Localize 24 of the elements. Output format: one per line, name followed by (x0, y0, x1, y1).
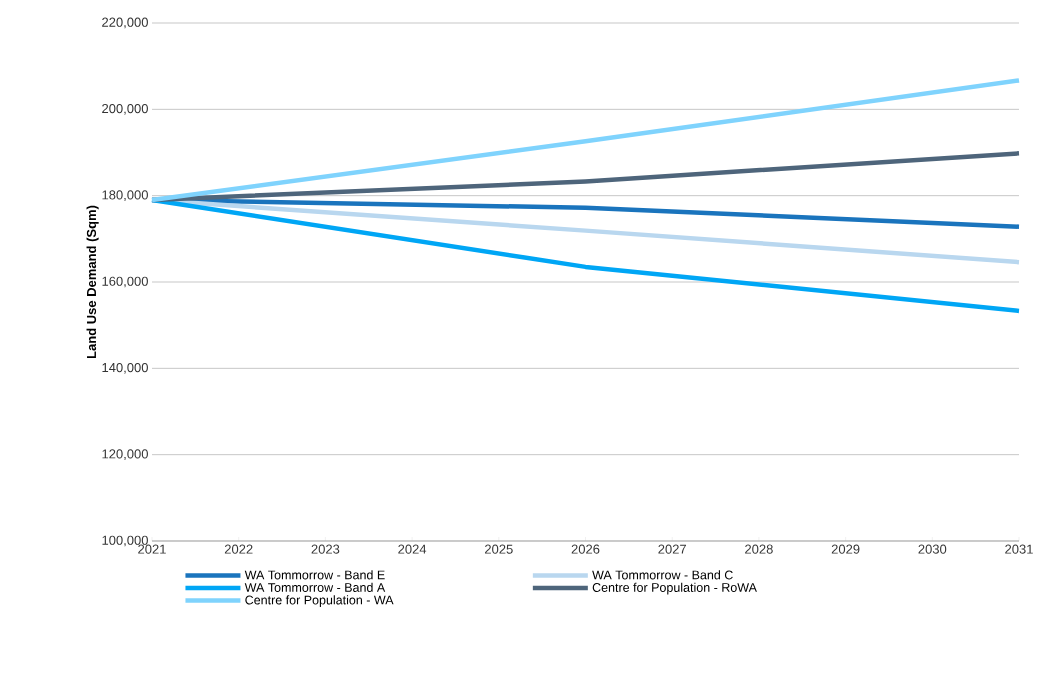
y-axis-title: Land Use Demand (Sqm) (86, 205, 99, 359)
legend-label: WA Tommorrow - Band A (244, 582, 386, 592)
y-tick-label: 120,000 (102, 449, 148, 461)
x-tick-label: 2027 (658, 544, 687, 554)
legend-label: Centre for Population - WA (245, 595, 394, 607)
x-tick-label: 2030 (918, 544, 947, 554)
x-tick-label: 2026 (571, 544, 600, 554)
x-tick-label: 2021 (138, 544, 166, 554)
y-tick-label: 180,000 (102, 190, 148, 202)
x-tick-label: 2029 (831, 544, 860, 554)
x-tick-label: 2024 (398, 544, 427, 554)
x-tick-label: 2031 (1005, 544, 1033, 554)
y-tick-label: 160,000 (102, 276, 148, 288)
x-tick-label: 2022 (224, 544, 253, 554)
x-tick-label: 2025 (485, 544, 513, 554)
y-tick-label: 100,000 (102, 535, 148, 547)
legend-label: WA Tommorrow - Band C (592, 570, 733, 580)
legend-label: WA Tommorrow - Band E (244, 570, 385, 580)
y-tick-label: 220,000 (102, 17, 148, 29)
y-tick-label: 140,000 (102, 362, 148, 374)
x-tick-label: 2028 (745, 544, 773, 554)
legend-label: Centre for Population - RoWA (592, 582, 757, 595)
y-tick-label: 200,000 (102, 103, 148, 115)
x-tick-label: 2023 (311, 544, 340, 554)
